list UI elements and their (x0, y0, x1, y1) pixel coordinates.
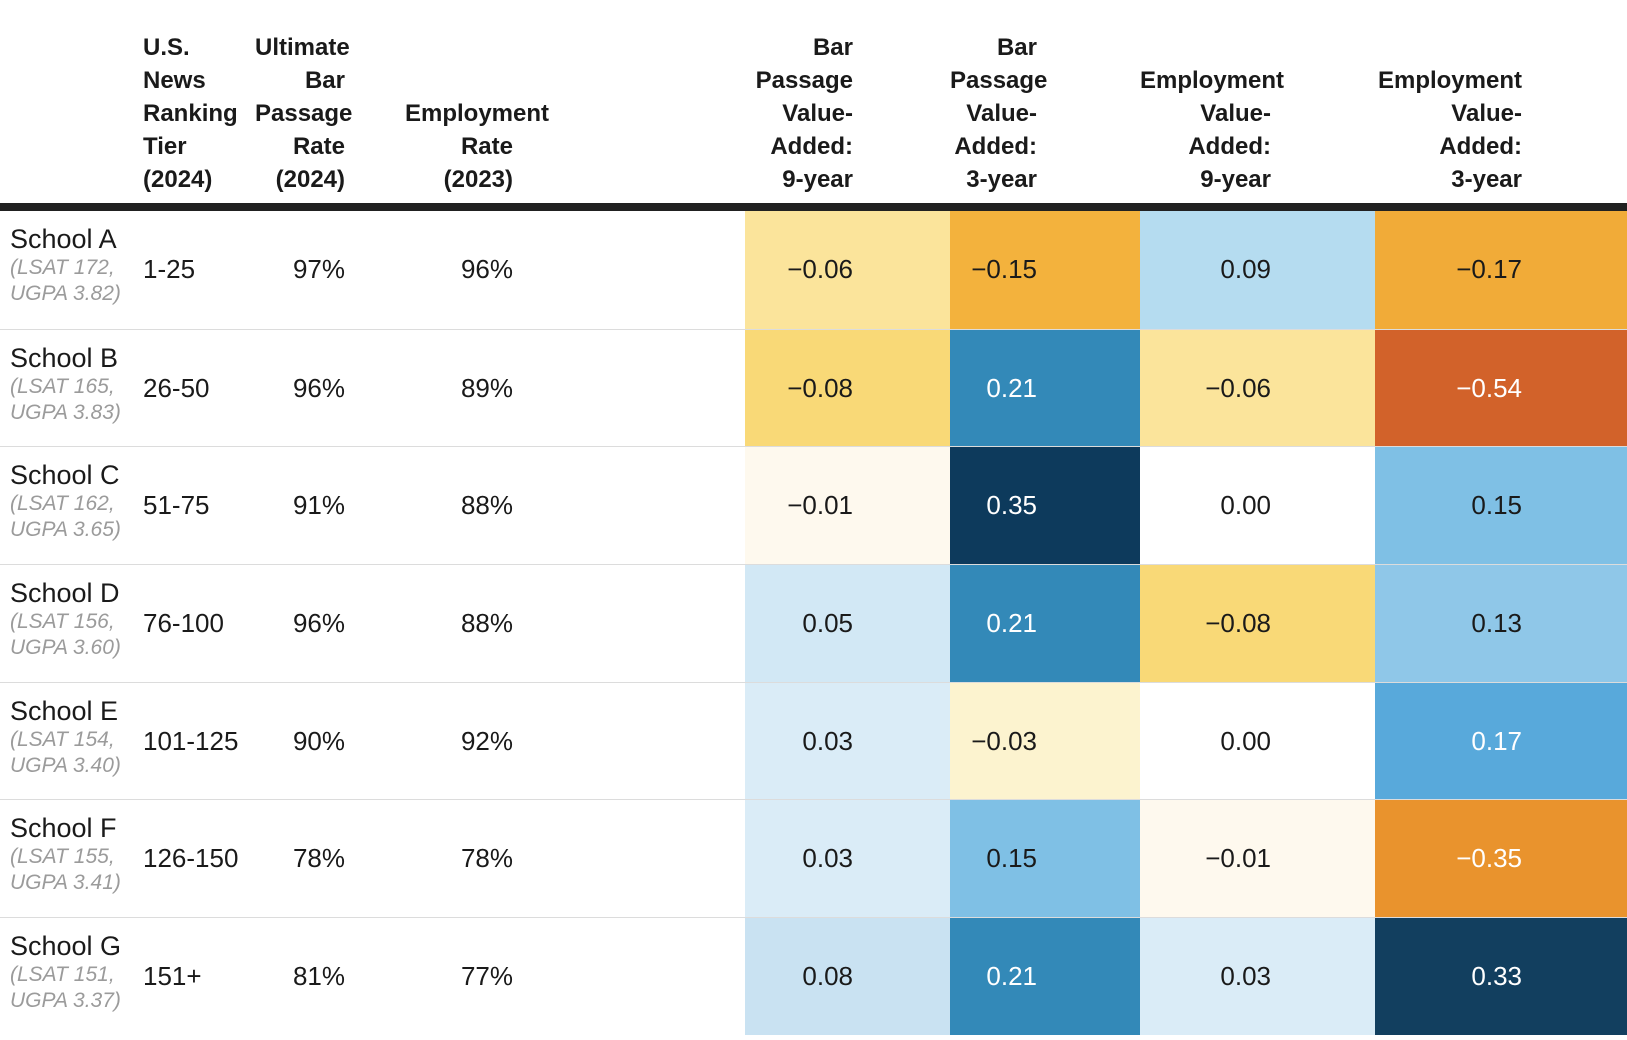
employment-rate-value: 96% (460, 254, 513, 285)
table-row-school-a: School A (LSAT 172, UGPA 3.82) 1-25 97% … (0, 211, 1627, 329)
column-header-ranking-tier: U.S. News Ranking Tier (2024) (143, 34, 238, 193)
school-name: School B (10, 342, 119, 373)
table-row-school-b: School B (LSAT 165, UGPA 3.83) 26-50 96%… (0, 328, 1627, 447)
heatmap-cell-emp9: 0.00 (1140, 447, 1375, 565)
heatmap-cell-emp3: −0.17 (1375, 211, 1627, 329)
heatmap-cell-bp3: −0.03 (950, 682, 1140, 800)
school-cell: School B (LSAT 165, UGPA 3.83) (0, 330, 133, 447)
school-name: School C (10, 460, 120, 491)
column-header-employment-va-3yr: Employment Value- Added: 3-year (1377, 67, 1522, 193)
school-name: School F (10, 813, 117, 844)
school-name: School E (10, 695, 119, 726)
heatmap-cell-bp3: 0.21 (950, 918, 1140, 1035)
bar-passage-rate-value: 78% (292, 843, 345, 874)
heatmap-cell-emp9: −0.01 (1140, 800, 1375, 918)
bar-passage-rate-value: 81% (292, 960, 345, 991)
table-row-school-d: School D (LSAT 156, UGPA 3.60) 76-100 96… (0, 564, 1627, 682)
table-row-school-c: School C (LSAT 162, UGPA 3.65) 51-75 91%… (0, 446, 1627, 565)
table-body: School A (LSAT 172, UGPA 3.82) 1-25 97% … (0, 211, 1627, 1035)
bar-passage-rate-value: 90% (292, 725, 345, 756)
header-rule (0, 203, 1627, 211)
school-cell: School G (LSAT 151, UGPA 3.37) (0, 918, 133, 1035)
ranking-tier-value: 101-125 (143, 725, 239, 756)
heatmap-cell-bp9: −0.01 (745, 447, 950, 565)
employment-rate-value: 77% (460, 960, 513, 991)
column-header-bar-passage-rate: Ultimate Bar Passage Rate (2024) (255, 34, 353, 193)
school-stats: (LSAT 155, UGPA 3.41) (10, 845, 121, 895)
employment-rate-value: 88% (460, 607, 513, 638)
column-header-bar-passage-va-3yr: Bar Passage Value- Added: 3-year (950, 34, 1048, 193)
ranking-tier-value: 1-25 (143, 254, 196, 285)
school-cell: School D (LSAT 156, UGPA 3.60) (0, 565, 133, 682)
heatmap-cell-bp9: −0.08 (745, 329, 950, 447)
heatmap-cell-bp9: 0.03 (745, 682, 950, 800)
heatmap-cell-emp9: −0.06 (1140, 329, 1375, 447)
school-stats: (LSAT 172, UGPA 3.82) (10, 256, 121, 305)
heatmap-cell-bp3: −0.15 (950, 211, 1140, 329)
school-stats: (LSAT 162, UGPA 3.65) (10, 492, 121, 542)
bar-passage-rate-value: 96% (292, 372, 345, 403)
heatmap-cell-emp9: 0.00 (1140, 682, 1375, 800)
ranking-tier-value: 151+ (143, 960, 202, 991)
heatmap-cell-bp3: 0.21 (950, 329, 1140, 447)
school-stats: (LSAT 151, UGPA 3.37) (10, 963, 121, 1013)
heatmap-cell-bp9: −0.06 (745, 211, 950, 329)
heatmap-cell-bp3: 0.35 (950, 447, 1140, 565)
ranking-tier-value: 26-50 (143, 372, 210, 403)
column-header-employment-rate: Employment Rate (2023) (405, 100, 550, 193)
school-name: School D (10, 578, 120, 609)
column-header-employment-va-9yr: Employment Value- Added: 9-year (1140, 67, 1285, 193)
table-row-school-f: School F (LSAT 155, UGPA 3.41) 126-150 7… (0, 799, 1627, 918)
table-row-school-e: School E (LSAT 154, UGPA 3.40) 101-125 9… (0, 681, 1627, 800)
ranking-tier-value: 76-100 (143, 607, 224, 638)
school-stats: (LSAT 154, UGPA 3.40) (10, 727, 121, 777)
heatmap-cell-emp9: 0.03 (1140, 918, 1375, 1035)
heatmap-cell-bp9: 0.08 (745, 918, 950, 1035)
heatmap-cell-emp3: 0.13 (1375, 565, 1627, 682)
bar-passage-rate-value: 91% (292, 490, 345, 521)
school-stats: (LSAT 165, UGPA 3.83) (10, 374, 121, 424)
school-cell: School C (LSAT 162, UGPA 3.65) (0, 447, 133, 564)
employment-rate-value: 78% (460, 843, 513, 874)
heatmap-cell-emp3: −0.35 (1375, 800, 1627, 918)
school-cell: School F (LSAT 155, UGPA 3.41) (0, 800, 133, 917)
ranking-tier-value: 51-75 (143, 490, 210, 521)
employment-rate-value: 88% (460, 490, 513, 521)
bar-passage-rate-value: 96% (292, 607, 345, 638)
heatmap-cell-emp3: −0.54 (1375, 329, 1627, 447)
heatmap-cell-bp9: 0.05 (745, 565, 950, 682)
heatmap-cell-bp3: 0.21 (950, 565, 1140, 682)
employment-rate-value: 89% (460, 372, 513, 403)
employment-rate-value: 92% (460, 725, 513, 756)
bar-passage-rate-value: 97% (292, 254, 345, 285)
school-stats: (LSAT 156, UGPA 3.60) (10, 610, 121, 660)
table-header-row: U.S. News Ranking Tier (2024) Ultimate B… (0, 0, 1627, 203)
heatmap-cell-emp3: 0.33 (1375, 918, 1627, 1035)
table-row-school-g: School G (LSAT 151, UGPA 3.37) 151+ 81% … (0, 917, 1627, 1035)
column-header-bar-passage-va-9yr: Bar Passage Value- Added: 9-year (755, 34, 853, 193)
heatmap-cell-emp3: 0.15 (1375, 447, 1627, 565)
heatmap-cell-emp9: 0.09 (1140, 211, 1375, 329)
ranking-tier-value: 126-150 (143, 843, 239, 874)
heatmap-cell-bp3: 0.15 (950, 800, 1140, 918)
school-cell: School A (LSAT 172, UGPA 3.82) (0, 211, 133, 329)
school-name: School G (10, 931, 122, 962)
school-cell: School E (LSAT 154, UGPA 3.40) (0, 683, 133, 800)
heatmap-cell-emp9: −0.08 (1140, 565, 1375, 682)
heatmap-cell-emp3: 0.17 (1375, 682, 1627, 800)
school-name: School A (10, 224, 117, 254)
heatmap-cell-bp9: 0.03 (745, 800, 950, 918)
